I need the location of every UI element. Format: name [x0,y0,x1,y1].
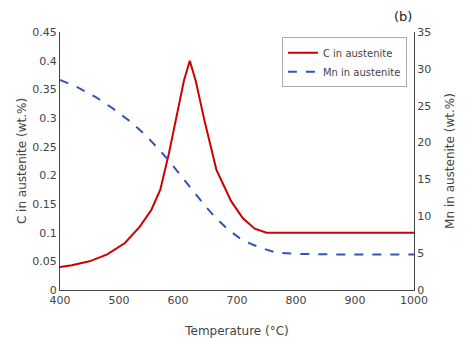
svg-text:0.1: 0.1 [39,227,57,240]
svg-text:0.45: 0.45 [32,26,57,39]
svg-text:15: 15 [417,173,431,186]
svg-text:Temperature (°C): Temperature (°C) [184,324,289,338]
svg-text:C in austenite: C in austenite [323,48,392,59]
svg-text:900: 900 [345,294,366,307]
svg-text:0.3: 0.3 [39,112,57,125]
svg-text:5: 5 [417,247,424,260]
svg-text:10: 10 [417,210,431,223]
svg-text:0.05: 0.05 [32,255,57,268]
svg-text:30: 30 [417,63,431,76]
svg-text:400: 400 [50,294,71,307]
svg-text:Mn in austenite (wt.%): Mn in austenite (wt.%) [443,93,457,229]
svg-text:0: 0 [50,284,57,297]
svg-text:Mn in austenite: Mn in austenite [323,67,400,78]
svg-text:800: 800 [286,294,307,307]
svg-text:1000: 1000 [400,294,428,307]
svg-text:700: 700 [227,294,248,307]
svg-text:0.35: 0.35 [32,83,57,96]
svg-text:20: 20 [417,136,431,149]
svg-text:600: 600 [168,294,189,307]
svg-text:500: 500 [109,294,130,307]
svg-text:C in austenite (wt.%): C in austenite (wt.%) [15,98,29,224]
svg-text:0: 0 [417,284,424,297]
svg-text:25: 25 [417,100,431,113]
svg-text:0.2: 0.2 [39,169,57,182]
svg-text:0.4: 0.4 [39,55,57,68]
svg-text:0.15: 0.15 [32,198,57,211]
svg-text:35: 35 [417,26,431,39]
svg-text:(b): (b) [394,9,412,24]
svg-text:0.25: 0.25 [32,141,57,154]
